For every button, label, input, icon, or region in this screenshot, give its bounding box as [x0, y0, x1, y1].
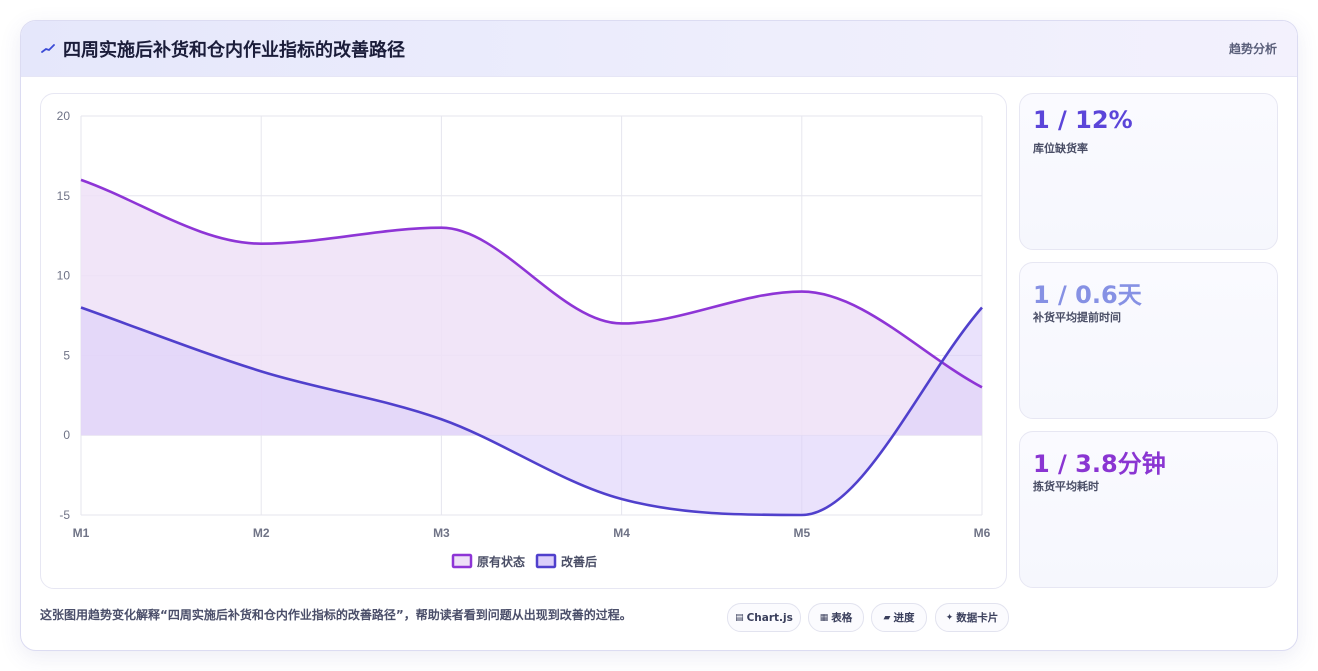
y-tick-label: 15 [57, 189, 71, 203]
kpi-card-picking-time: 1 / 3.8分钟 拣货平均耗时 [1019, 431, 1278, 588]
trend-card: 四周实施后补货和仓内作业指标的改善路径 趋势分析 20 15 10 5 0 -5 M1 M2 M… [20, 20, 1298, 651]
chart-icon: ▤ [735, 612, 744, 623]
kpi-label: 补货平均提前时间 [1033, 311, 1121, 324]
series-area-1 [81, 179, 982, 436]
series-line-2 [80, 306, 983, 517]
y-tick-label: -5 [59, 508, 70, 522]
chip-data-card[interactable]: ✦ 数据卡片 [935, 603, 1009, 632]
y-tick-label: 20 [57, 109, 71, 123]
header-tag: 趋势分析 [1228, 42, 1277, 56]
kpi-card-lead-time: 1 / 0.6天 补货平均提前时间 [1019, 262, 1278, 419]
chart-panel: 20 15 10 5 0 -5 M1 M2 M3 M4 M5 M6 原有状态 改善后 [40, 93, 1007, 589]
kpi-label: 拣货平均耗时 [1033, 480, 1099, 493]
kpi-value: 1 / 0.6天 [1033, 281, 1142, 309]
chart-caption: 这张图用趋势变化解释“四周实施后补货和仓内作业指标的改善路径”，帮助读者看到问题… [40, 608, 632, 622]
trend-chart: 20 15 10 5 0 -5M1 M2 M3 M4 M5 M6 原有状态 改善后 [57, 109, 991, 569]
card-header: 四周实施后补货和仓内作业指标的改善路径 趋势分析 [21, 21, 1297, 77]
legend-label-2: 改善后 [561, 554, 597, 569]
y-tick-label: 0 [63, 428, 70, 442]
kpi-value: 1 / 12% [1033, 106, 1133, 134]
progress-icon: ▰ [883, 612, 891, 623]
x-tick-label: M4 [613, 526, 630, 540]
kpi-card-stockout: 1 / 12% 库位缺货率 [1019, 93, 1278, 250]
series-line-1 [80, 178, 983, 389]
series-area-2 [81, 307, 982, 515]
kpi-label: 库位缺货率 [1033, 142, 1088, 155]
x-tick-label: M1 [73, 526, 90, 540]
y-tick-label: 5 [63, 348, 70, 362]
chip-table[interactable]: ▦ 表格 [808, 603, 864, 632]
x-tick-label: M2 [253, 526, 270, 540]
table-icon: ▦ [819, 612, 829, 623]
x-tick-label: M3 [433, 526, 450, 540]
page-title: 四周实施后补货和仓内作业指标的改善路径 [63, 40, 405, 61]
chart-line-icon [41, 44, 55, 53]
kpi-value: 1 / 3.8分钟 [1033, 450, 1166, 478]
chip-chartjs[interactable]: ▤ Chart.js [727, 603, 801, 632]
sparkle-icon: ✦ [945, 612, 954, 623]
x-tick-label: M6 [974, 526, 991, 540]
chip-progress[interactable]: ▰ 进度 [871, 603, 927, 632]
legend-label-1: 原有状态 [477, 554, 525, 569]
legend-swatch-1 [451, 553, 473, 569]
x-tick-label: M5 [793, 526, 810, 540]
legend-swatch-2 [535, 553, 557, 569]
y-tick-label: 10 [57, 269, 71, 283]
